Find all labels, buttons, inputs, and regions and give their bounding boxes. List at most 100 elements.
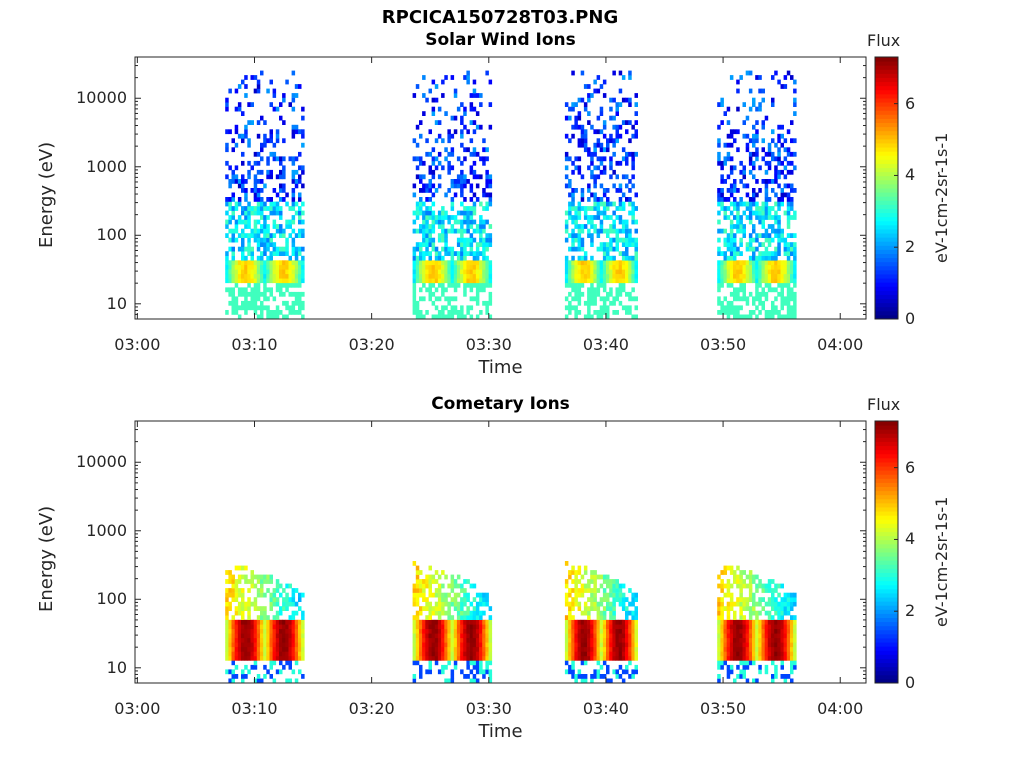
flux-cell xyxy=(625,291,629,297)
flux-cell xyxy=(301,637,305,643)
flux-cell xyxy=(745,242,750,247)
colorbar-swatch xyxy=(875,245,898,250)
flux-cell xyxy=(419,179,423,184)
flux-cell xyxy=(428,197,432,202)
flux-cell xyxy=(441,206,445,211)
flux-cell xyxy=(755,291,759,297)
flux-cell xyxy=(577,296,582,302)
flux-cell xyxy=(745,642,750,648)
flux-cell xyxy=(771,646,775,652)
flux-cell xyxy=(577,310,582,315)
flux-cell xyxy=(479,242,483,247)
flux-cell xyxy=(460,610,464,616)
flux-cell xyxy=(466,224,470,229)
flux-cell xyxy=(256,179,261,184)
flux-cell xyxy=(599,201,604,207)
flux-cell xyxy=(577,278,582,284)
x-tick-label: 04:00 xyxy=(817,335,864,354)
flux-cell xyxy=(628,651,632,657)
flux-cell xyxy=(571,660,575,666)
flux-cell xyxy=(577,655,582,661)
flux-cell xyxy=(786,224,791,229)
flux-cell xyxy=(729,664,734,670)
flux-cell xyxy=(761,97,765,103)
flux-cell xyxy=(256,628,261,634)
flux-cell xyxy=(253,206,258,211)
flux-cell xyxy=(574,206,578,211)
flux-cell xyxy=(625,669,629,675)
flux-cell xyxy=(758,655,762,661)
flux-cell xyxy=(761,219,765,225)
flux-cell xyxy=(777,224,781,229)
flux-cell xyxy=(453,215,458,220)
flux-cell xyxy=(758,210,762,216)
flux-cell xyxy=(434,269,439,275)
flux-cell xyxy=(590,601,594,607)
flux-cell xyxy=(723,237,727,243)
flux-cell xyxy=(736,628,740,634)
flux-cell xyxy=(294,651,299,657)
flux-cell xyxy=(767,651,772,657)
flux-cell xyxy=(463,210,467,216)
flux-cell xyxy=(615,592,619,598)
flux-cell xyxy=(253,88,258,94)
flux-cell xyxy=(244,210,248,216)
flux-cell xyxy=(437,106,442,112)
flux-cell xyxy=(777,174,781,180)
flux-cell xyxy=(415,142,420,148)
flux-cell xyxy=(755,651,759,657)
flux-cell xyxy=(783,610,788,616)
flux-cell xyxy=(764,115,769,121)
flux-cell xyxy=(450,588,455,593)
flux-cell xyxy=(625,151,629,157)
flux-cell xyxy=(774,156,778,162)
flux-cell xyxy=(291,633,296,639)
flux-cell xyxy=(783,246,788,252)
flux-cell xyxy=(717,642,721,648)
flux-cell xyxy=(748,291,753,297)
flux-cell xyxy=(739,296,743,302)
flux-cell xyxy=(244,296,248,302)
flux-cell xyxy=(428,183,432,189)
flux-cell xyxy=(469,646,474,652)
flux-cell xyxy=(606,601,610,607)
colorbar-swatch xyxy=(875,102,898,107)
flux-cell xyxy=(593,669,597,675)
flux-cell xyxy=(275,651,280,657)
flux-cell xyxy=(742,120,746,125)
flux-cell xyxy=(419,588,423,593)
flux-cell xyxy=(444,664,448,670)
flux-cell xyxy=(742,646,746,652)
colorbar-swatch xyxy=(875,114,898,119)
flux-cell xyxy=(282,197,286,202)
flux-cell xyxy=(250,228,254,234)
flux-cell xyxy=(745,300,750,306)
flux-cell xyxy=(291,242,296,247)
flux-cell xyxy=(225,174,229,180)
flux-cell xyxy=(431,242,436,247)
flux-cell xyxy=(294,300,299,306)
flux-cell xyxy=(580,583,585,589)
flux-cell xyxy=(590,260,594,266)
flux-cell xyxy=(463,242,467,247)
flux-cell xyxy=(786,197,791,202)
flux-cell xyxy=(628,610,632,616)
flux-cell xyxy=(475,296,480,302)
flux-cell xyxy=(463,124,467,130)
flux-cell xyxy=(615,669,619,675)
colorbar-swatch xyxy=(875,93,898,99)
flux-cell xyxy=(631,133,635,139)
flux-cell xyxy=(453,579,458,584)
flux-cell xyxy=(606,206,610,211)
flux-cell xyxy=(479,642,483,648)
flux-cell xyxy=(568,269,572,275)
flux-cell xyxy=(288,583,292,589)
flux-cell xyxy=(453,219,458,225)
flux-cell xyxy=(431,610,436,616)
flux-cell xyxy=(771,655,775,661)
flux-cell xyxy=(444,215,448,220)
flux-cell xyxy=(764,642,769,648)
flux-cell xyxy=(609,273,613,279)
flux-cell xyxy=(447,169,451,175)
flux-cell xyxy=(717,210,721,216)
